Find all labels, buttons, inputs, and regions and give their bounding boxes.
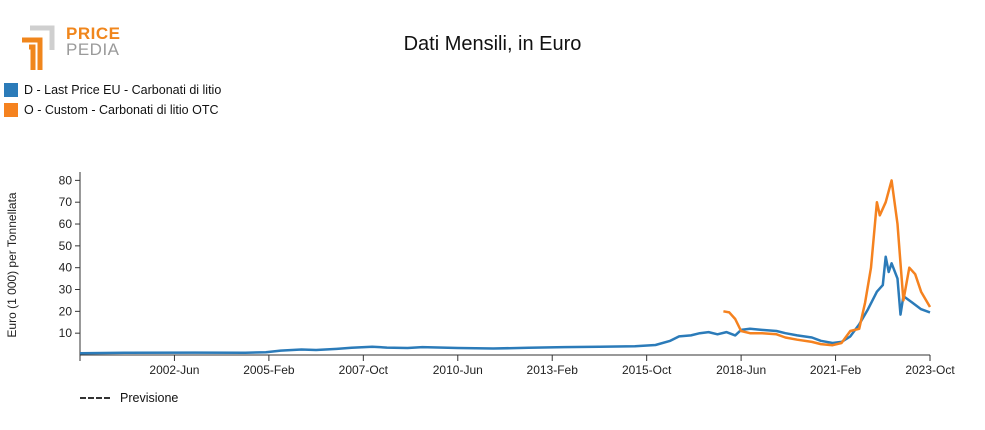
chart-axes: 10 20 30 40 50 60 70 80 2002-Jun 2005-Feb 2007-Oct… xyxy=(59,172,955,377)
legend-swatch-eu xyxy=(4,83,18,97)
forecast-legend: Previsione xyxy=(80,391,178,405)
y-tick-label: 80 xyxy=(59,173,73,187)
legend-label-eu: D - Last Price EU - Carbonati di litio xyxy=(24,83,222,97)
y-tick-label: 70 xyxy=(59,195,73,209)
x-tick-label: 2023-Oct xyxy=(905,363,955,377)
x-tick-label: 2007-Oct xyxy=(339,363,389,377)
series-line-eu xyxy=(79,255,931,355)
x-tick-label: 2015-Oct xyxy=(622,363,672,377)
dashed-line-icon xyxy=(80,397,110,399)
logo-mark-icon xyxy=(22,25,55,70)
logo-price-text: PRICE xyxy=(66,24,121,43)
chart-legend: D - Last Price EU - Carbonati di litio O… xyxy=(4,80,221,120)
chart-series xyxy=(79,179,932,355)
x-tick-label: 2005-Feb xyxy=(243,363,295,377)
y-axis-title: Euro (1 000) per Tonnellata xyxy=(5,192,19,338)
legend-swatch-otc xyxy=(4,103,18,117)
y-tick-label: 40 xyxy=(59,261,73,275)
x-tick-label: 2018-Jun xyxy=(716,363,766,377)
y-tick-label: 60 xyxy=(59,217,73,231)
x-tick-label: 2013-Feb xyxy=(527,363,579,377)
x-tick-label: 2010-Jun xyxy=(433,363,483,377)
legend-label-otc: O - Custom - Carbonati di litio OTC xyxy=(24,103,219,117)
y-tick-label: 30 xyxy=(59,283,73,297)
logo-pedia-text: PEDIA xyxy=(66,40,120,59)
series-line-otc xyxy=(723,179,932,347)
x-tick-label: 2021-Feb xyxy=(810,363,862,377)
pricepedia-logo: PRICE PEDIA xyxy=(18,24,128,74)
legend-item-otc[interactable]: O - Custom - Carbonati di litio OTC xyxy=(4,100,221,120)
forecast-label: Previsione xyxy=(120,391,179,405)
y-tick-label: 10 xyxy=(59,326,73,340)
chart-title: Dati Mensili, in Euro xyxy=(403,33,582,55)
legend-item-eu[interactable]: D - Last Price EU - Carbonati di litio xyxy=(4,80,221,100)
y-tick-label: 20 xyxy=(59,304,73,318)
x-tick-label: 2002-Jun xyxy=(149,363,199,377)
y-tick-label: 50 xyxy=(59,239,73,253)
